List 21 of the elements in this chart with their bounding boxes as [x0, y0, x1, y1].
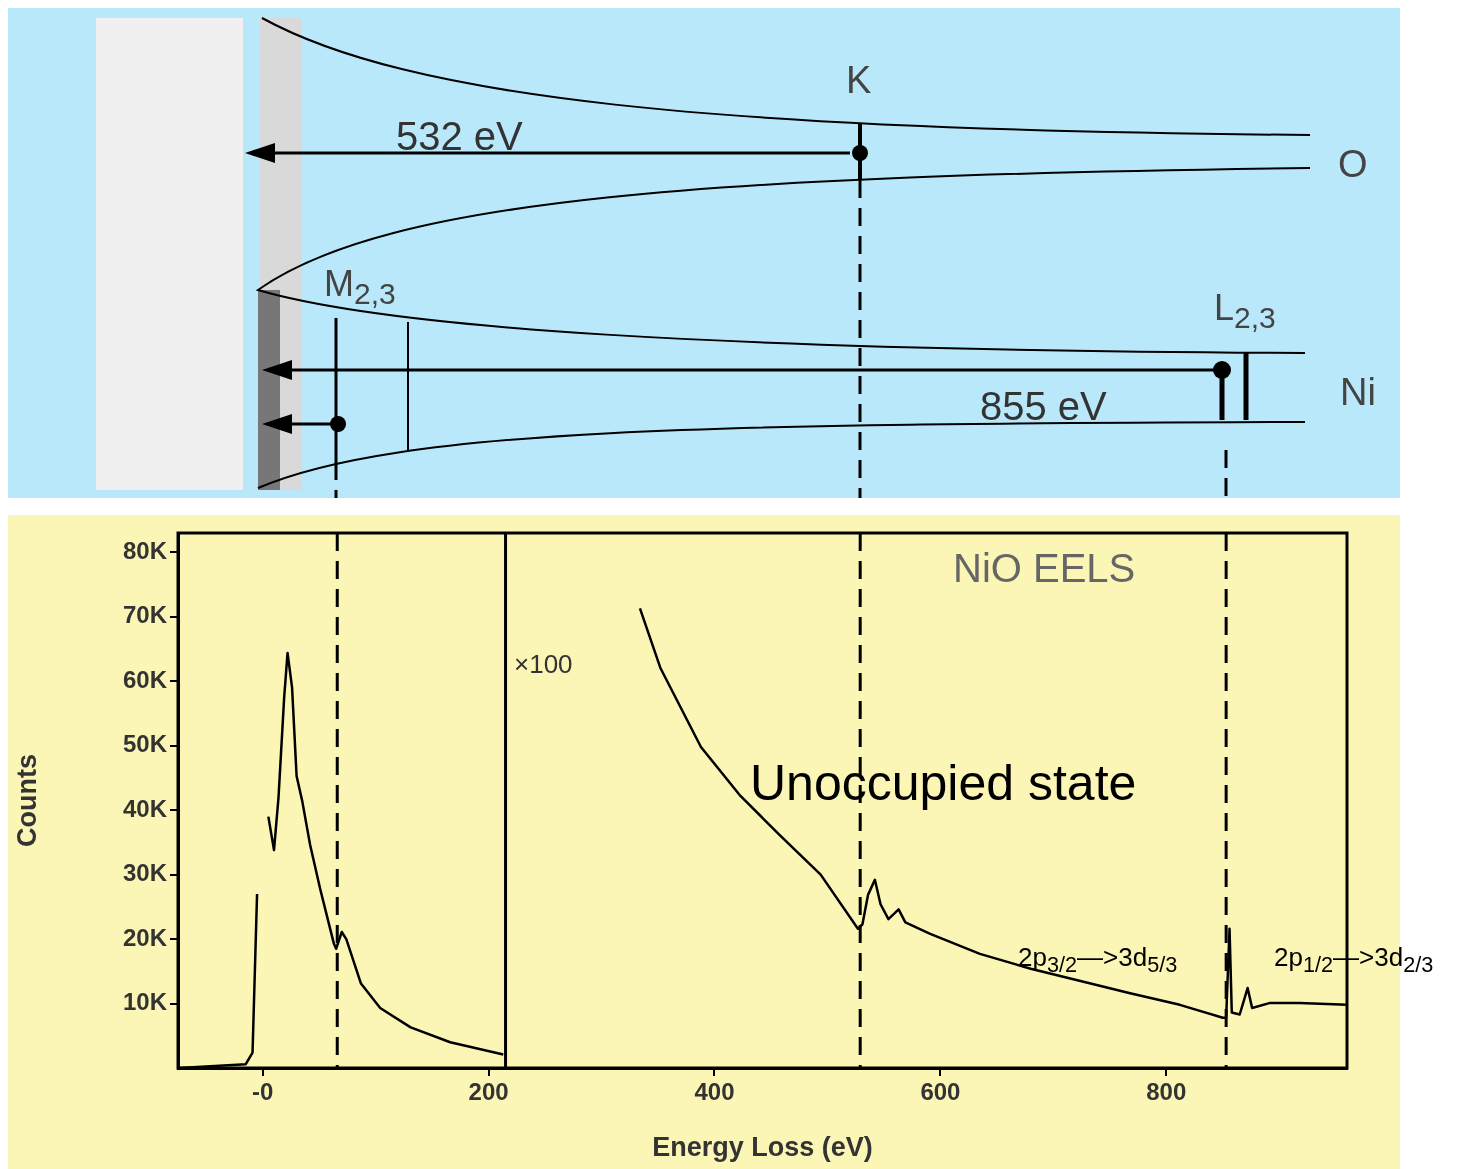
x-tick-label: 600: [920, 1078, 961, 1106]
x-tick-label: -0: [252, 1078, 274, 1106]
y-tick-label: 30K: [122, 859, 168, 887]
y-tick-label: 70K: [122, 601, 168, 629]
chart-title: NiO EELS: [953, 546, 1136, 591]
annotation: 2p$_{3/2}$—>3d$_{5/3}$: [1018, 942, 1178, 978]
x-tick-label: 800: [1146, 1078, 1187, 1106]
x-tick-label: 200: [468, 1078, 509, 1106]
y-tick-label: 50K: [122, 730, 168, 758]
y-tick-label: 80K: [122, 536, 168, 564]
x-tick-label: 400: [694, 1078, 735, 1106]
y-tick-label: 20K: [122, 923, 168, 951]
y-tick-label: 60K: [122, 665, 168, 693]
x-axis-title: Energy Loss (eV): [652, 1132, 873, 1163]
text: O: [1338, 143, 1368, 186]
annotation: ×100: [514, 649, 573, 679]
annotation: Unoccupied state: [750, 755, 1137, 811]
y-tick-label: 40K: [122, 794, 168, 822]
y-axis-title: Counts: [11, 754, 42, 847]
y-tick-label: 10K: [122, 988, 168, 1016]
text: Ni: [1340, 371, 1376, 414]
